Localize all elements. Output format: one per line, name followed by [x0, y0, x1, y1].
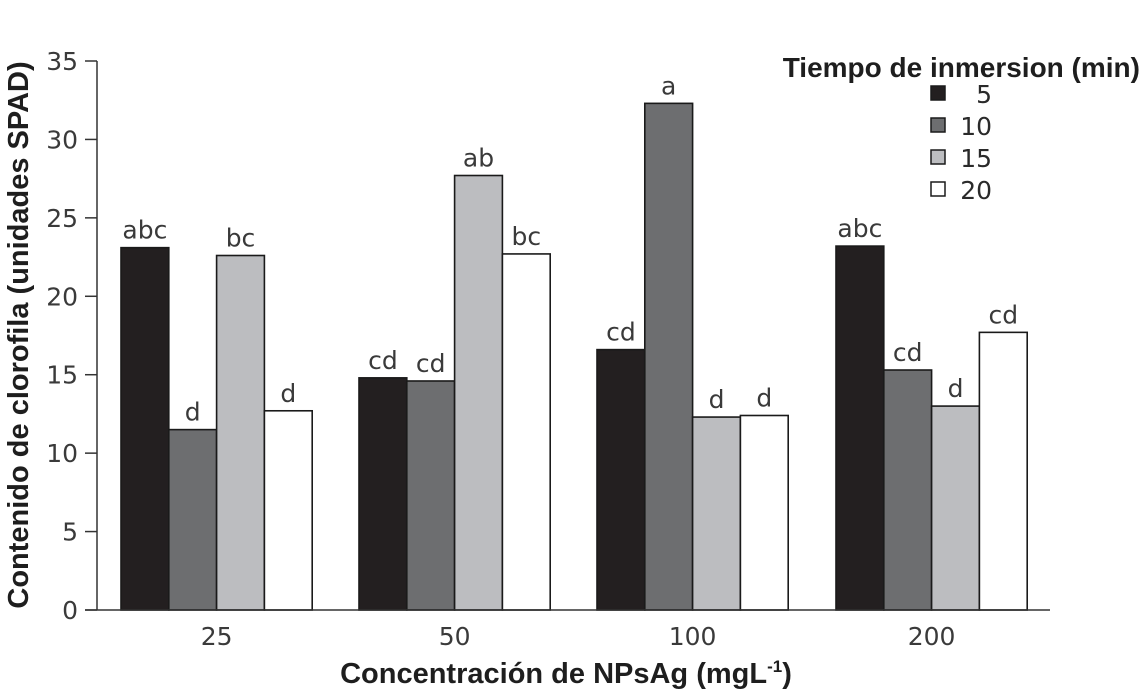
bar-50-20: [501, 253, 551, 611]
bar-50-5: [358, 377, 408, 611]
x-axis-title-main: Concentración de NPsAg (mgL: [340, 658, 767, 690]
legend-title: Tiempo de inmersion (min): [783, 52, 1140, 83]
data-label-200-10: cd: [893, 338, 923, 367]
data-label-100-10: a: [661, 71, 676, 100]
bar-200-5: [835, 245, 885, 611]
y-tick-label: 15: [46, 361, 78, 390]
bar-100-5: [596, 348, 646, 611]
legend-items: 5 10 15 20: [930, 80, 992, 205]
legend-label-10: 10: [960, 112, 992, 141]
data-label-100-5: cd: [606, 318, 636, 347]
bar-200-15: [930, 405, 981, 611]
y-axis-title: Contenido de clorofila (unidades SPAD): [3, 61, 35, 608]
data-label-50-10: cd: [416, 349, 446, 378]
y-tick-label: 0: [62, 596, 78, 625]
x-ticks-group: 25 50 100 200: [201, 622, 956, 651]
x-tick-label-200: 200: [908, 622, 956, 651]
data-label-100-15: d: [709, 385, 725, 414]
data-label-200-20: cd: [988, 300, 1018, 329]
bar-25-20: [263, 409, 313, 611]
y-tick-label: 10: [46, 439, 78, 468]
legend-label-15: 15: [960, 144, 992, 173]
bar-200-10: [882, 369, 933, 611]
bar-25-10: [168, 428, 218, 611]
y-tick-label: 5: [62, 518, 78, 547]
x-tick-label-25: 25: [201, 622, 233, 651]
bar-25-5: [120, 246, 170, 611]
data-label-200-15: d: [948, 374, 964, 403]
data-label-50-5: cd: [368, 346, 398, 375]
x-tick-label-50: 50: [439, 622, 471, 651]
bar-50-10: [405, 380, 456, 611]
legend: Tiempo de inmersion (min) 5 10 15 20: [783, 52, 1140, 205]
bar-100-20: [739, 414, 790, 611]
y-tick-label: 30: [46, 125, 78, 154]
y-tick-label: 25: [46, 204, 78, 233]
bar-100-10: [643, 102, 694, 611]
legend-label-20: 20: [960, 176, 992, 205]
bars-group: [120, 102, 1029, 611]
data-label-200-5: abc: [837, 214, 882, 243]
y-tick-label: 35: [46, 47, 78, 76]
data-label-50-20: bc: [511, 222, 541, 251]
legend-label-5: 5: [976, 80, 992, 109]
data-label-25-20: d: [280, 379, 296, 408]
bar-25-15: [215, 254, 266, 611]
x-axis-title-end: ): [782, 658, 792, 690]
data-label-50-15: ab: [463, 144, 494, 173]
legend-swatch-5: [930, 85, 946, 101]
bar-100-15: [691, 416, 742, 611]
data-label-25-5: abc: [122, 216, 167, 245]
legend-swatch-15: [930, 149, 946, 165]
x-axis-title-superscript: -1: [767, 657, 782, 676]
data-label-100-20: d: [756, 383, 772, 412]
legend-swatch-10: [930, 117, 946, 133]
data-label-25-15: bc: [226, 224, 256, 253]
legend-swatch-20: [930, 181, 946, 197]
x-tick-label-100: 100: [669, 622, 717, 651]
bar-200-20: [978, 331, 1029, 611]
bar-50-15: [453, 174, 504, 611]
x-axis-title: Concentración de NPsAg (mgL-1): [340, 657, 792, 690]
y-ticks-group: 0 5 10 15 20 25 30 35: [46, 47, 97, 625]
y-tick-label: 20: [46, 282, 78, 311]
data-label-25-10: d: [185, 398, 201, 427]
